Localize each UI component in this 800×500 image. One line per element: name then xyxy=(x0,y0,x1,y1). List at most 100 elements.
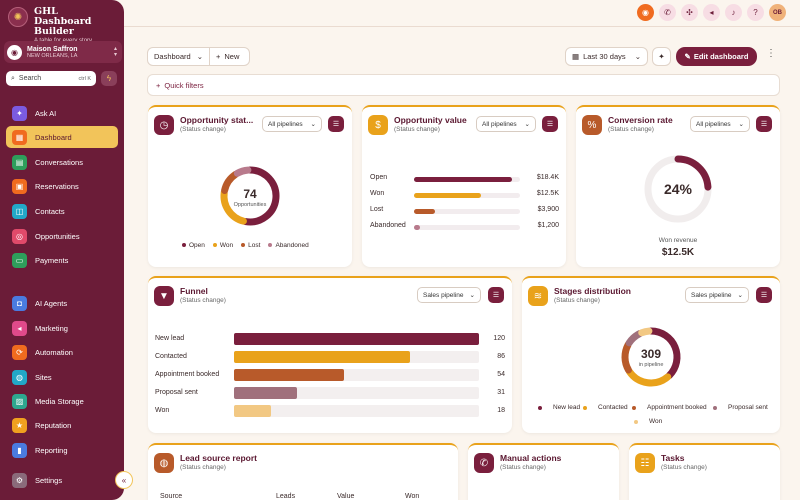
funnel-bar[interactable] xyxy=(234,351,410,363)
sidebar-item-reservations[interactable]: ▣ Reservations xyxy=(6,175,118,197)
legend-item: Contacted xyxy=(583,404,628,411)
pipeline-select[interactable]: All pipelines ⌄ xyxy=(690,116,750,132)
pipeline-select[interactable]: Sales pipeline ⌄ xyxy=(685,287,749,303)
sidebar-item-label: Ask AI xyxy=(35,108,57,118)
legend-dot xyxy=(212,243,217,248)
sidebar-item-dashboard[interactable]: ▦ Dashboard xyxy=(6,126,118,148)
search-shortcut: ctrl K xyxy=(78,75,91,82)
pipeline-select[interactable]: Sales pipeline ⌄ xyxy=(417,287,481,303)
funnel-track xyxy=(234,387,479,399)
pipeline-select-label: All pipelines xyxy=(268,120,303,128)
legend-dot xyxy=(634,419,638,424)
legend-dot xyxy=(268,243,273,248)
sidebar-item-reputation[interactable]: ★ Reputation xyxy=(6,414,118,436)
new-dashboard-button[interactable]: + New xyxy=(209,47,250,66)
megaphone-icon[interactable]: ◂ xyxy=(703,4,720,21)
stage-slice-3[interactable] xyxy=(625,330,644,347)
filter-menu-button[interactable]: ☰ xyxy=(488,287,504,303)
filter-menu-button[interactable]: ☰ xyxy=(542,116,558,132)
stage-slice-1[interactable] xyxy=(626,368,672,387)
card-title: Stages distribution xyxy=(554,286,631,296)
sidebar-item-automation[interactable]: ⟳ Automation xyxy=(6,341,118,363)
funnel-bar[interactable] xyxy=(234,369,345,381)
search-icon: ⌕ xyxy=(11,74,15,82)
sidebar-item-ai-agents[interactable]: ◘ AI Agents xyxy=(6,292,118,314)
pencil-icon: ✎ xyxy=(684,52,691,61)
sidebar-item-opportunities[interactable]: ◎ Opportunities xyxy=(6,225,118,247)
date-range-label: Last 30 days xyxy=(583,52,626,61)
sparkle-icon: ✦ xyxy=(658,52,665,61)
card-title: Funnel xyxy=(180,286,208,296)
legend-label: New lead xyxy=(553,404,581,411)
sliders-icon: ☰ xyxy=(332,121,340,128)
filter-menu-button[interactable]: ☰ xyxy=(328,116,344,132)
sidebar-item-contacts[interactable]: ◫ Contacts xyxy=(6,200,118,222)
column-header[interactable]: Leads xyxy=(276,493,296,500)
sidebar-item-media-storage[interactable]: ▨ Media Storage xyxy=(6,390,118,412)
sidebar-item-marketing[interactable]: ◂ Marketing xyxy=(6,317,118,339)
sidebar-item-ask-ai[interactable]: ✦ Ask AI xyxy=(6,102,118,124)
apps-icon[interactable]: ✣ xyxy=(681,4,698,21)
funnel-label: Proposal sent xyxy=(155,389,198,396)
won-revenue-value: $12.5K xyxy=(661,247,695,258)
logo-icon: ✺ xyxy=(8,7,28,27)
conversion-gauge xyxy=(644,155,712,223)
sidebar-item-label: Automation xyxy=(35,347,73,357)
eye-icon[interactable]: ◉ xyxy=(637,4,654,21)
help-icon[interactable]: ? xyxy=(747,4,764,21)
sidebar-item-sites[interactable]: ◍ Sites xyxy=(6,366,118,388)
dollar-icon: $ xyxy=(368,115,388,135)
status-slice-3[interactable] xyxy=(233,166,252,177)
edit-dashboard-button[interactable]: ✎ Edit dashboard xyxy=(676,47,757,66)
status-slice-1[interactable] xyxy=(220,189,247,225)
avatar[interactable]: OB xyxy=(769,4,786,21)
sidebar-item-reporting[interactable]: ▮ Reporting xyxy=(6,439,118,461)
column-header[interactable]: Won xyxy=(405,493,420,500)
collapse-sidebar-button[interactable]: « xyxy=(115,471,133,489)
funnel-bar[interactable] xyxy=(234,405,271,417)
more-icon[interactable]: ⋮ xyxy=(766,48,776,59)
card-title: Manual actions xyxy=(500,453,562,463)
won-revenue-label: Won revenue xyxy=(658,237,698,244)
megaphone-icon: ◂ xyxy=(12,320,27,336)
funnel-bar[interactable] xyxy=(234,387,298,399)
chevron-down-icon: ⌄ xyxy=(196,52,203,61)
stage-slice-4[interactable] xyxy=(638,327,653,337)
bar-track xyxy=(414,193,520,198)
dashboard-select[interactable]: Dashboard ⌄ xyxy=(147,47,210,66)
funnel-track xyxy=(234,405,479,417)
sidebar-item-label: Conversations xyxy=(35,157,83,167)
phone-icon[interactable]: ✆ xyxy=(659,4,676,21)
column-header[interactable]: Value xyxy=(337,493,355,500)
sidebar-item-settings[interactable]: ⚙ Settings xyxy=(6,469,118,491)
percent-icon: % xyxy=(582,115,602,135)
legend-dot xyxy=(632,405,636,410)
legend-dot xyxy=(182,243,186,248)
chat-icon: ▤ xyxy=(12,154,27,170)
card-subtitle: (Status change) xyxy=(608,126,654,133)
sidebar-item-payments[interactable]: ▭ Payments xyxy=(6,249,118,271)
filter-icon: ▼ xyxy=(154,286,174,306)
card-title: Conversion rate xyxy=(608,115,673,125)
globe-icon: ◍ xyxy=(154,453,174,473)
quick-action-button[interactable]: ϟ xyxy=(101,71,117,86)
stage-slice-2[interactable] xyxy=(621,341,632,374)
pipeline-select[interactable]: All pipelines ⌄ xyxy=(262,116,322,132)
ai-button[interactable]: ✦ xyxy=(652,47,671,66)
filter-menu-button[interactable]: ☰ xyxy=(756,116,772,132)
account-switcher[interactable]: ◉ Maison Saffron NEW ORLEANS, LA ▴ ▾ xyxy=(4,41,122,63)
column-header[interactable]: Source xyxy=(160,493,183,500)
bell-icon[interactable]: ♪ xyxy=(725,4,742,21)
stage-slice-0[interactable] xyxy=(647,327,681,379)
star-icon: ★ xyxy=(12,417,27,433)
search-input[interactable]: ⌕ Search ctrl K xyxy=(6,71,96,86)
pipeline-select-label: Sales pipeline xyxy=(691,291,732,299)
date-range-select[interactable]: ▦ Last 30 days ⌄ xyxy=(565,47,648,66)
pipeline-select[interactable]: All pipelines ⌄ xyxy=(476,116,536,132)
quick-filters[interactable]: + Quick filters xyxy=(147,74,780,96)
legend-item: Won xyxy=(634,418,662,425)
sidebar-item-conversations[interactable]: ▤ Conversations xyxy=(6,151,118,173)
status-slice-0[interactable] xyxy=(241,166,280,226)
filter-menu-button[interactable]: ☰ xyxy=(756,287,772,303)
funnel-bar[interactable] xyxy=(234,333,479,345)
